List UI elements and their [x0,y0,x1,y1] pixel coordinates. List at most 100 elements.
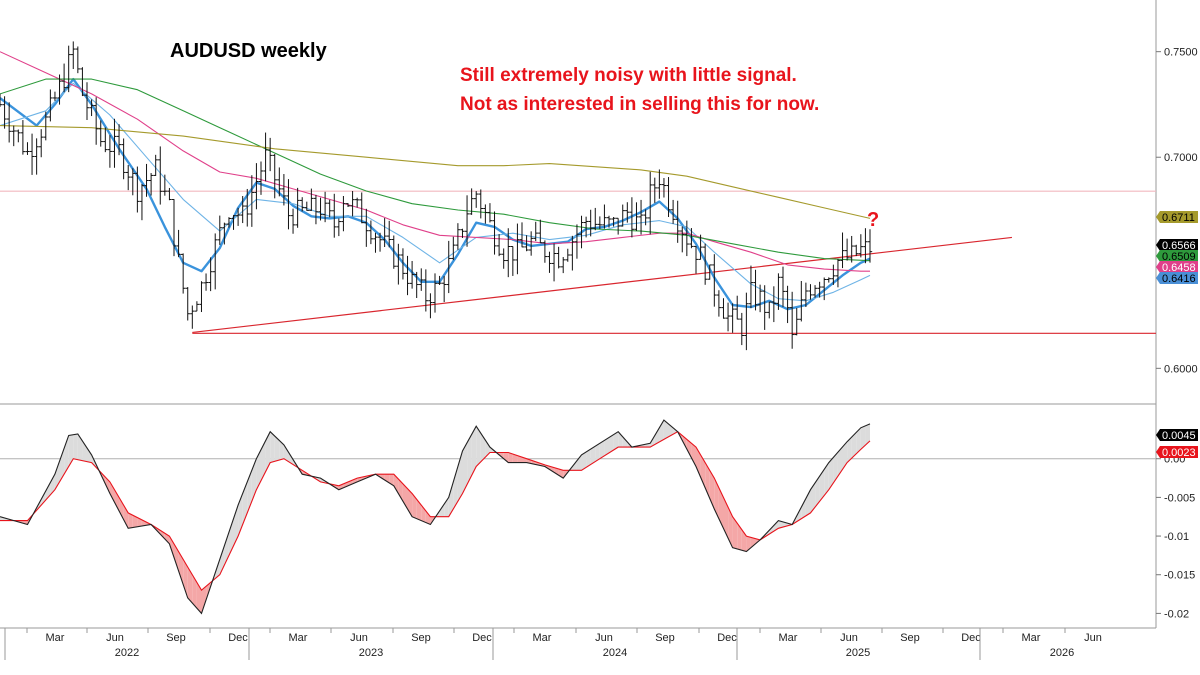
oscillator-fill-bull [622,436,628,448]
x-month-label: Mar [1022,632,1041,644]
price-bar [290,208,296,234]
price-bar [629,197,635,238]
price-bar [332,193,337,238]
price-bar [844,238,850,261]
price-bar [66,45,71,93]
price-bar [245,188,250,227]
oscillator-value-tag-label: 0.0045 [1162,430,1196,442]
price-bar [441,276,447,303]
oscillator-fill-bear [22,520,28,525]
oscillator-fill-bear [201,586,207,614]
oscillator-fill-bear [109,481,115,503]
price-bar [304,201,309,211]
oscillator-value-tag: 0.0023 [1156,446,1198,459]
price-bar [606,215,612,228]
price-bar [194,301,200,312]
price-bar [556,246,561,269]
oscillator-fill-bull [87,447,92,463]
oscillator-fill-bear [192,574,197,609]
price-bar [84,82,90,121]
x-month-label: Dec [717,632,737,644]
price-bar [29,133,35,175]
oscillator-fill-bull [283,444,289,462]
price-bar [579,215,584,249]
oscillator-fill-bear [416,499,422,521]
x-month-label: Jun [595,632,613,644]
oscillator-fill-bull [613,431,619,450]
price-bar [48,89,53,122]
oscillator-y-tick-label: -0.005 [1164,492,1195,504]
price-bar [693,245,699,274]
oscillator-fill-bear [160,530,165,539]
oscillator-fill-bull [476,426,481,467]
x-month-label: Mar [46,632,65,644]
price-bar [817,281,822,298]
price-bar [849,235,854,263]
price-y-tick-label: 0.7000 [1164,152,1198,164]
moving-averages [0,51,871,311]
oscillator-fill-bull [467,434,472,485]
x-year-label: 2023 [359,647,383,659]
oscillator-fill-bear [750,537,756,548]
price-y-tick-label: 0.6000 [1164,363,1198,375]
price-bar [322,191,328,223]
price-bar [808,284,813,300]
oscillator-fill-bear [503,452,509,463]
price-bar [354,197,360,208]
oscillator-fill-bull [256,449,261,490]
oscillator-fill-bull [444,497,449,517]
price-bar [327,199,332,218]
oscillator-fill-bull [824,462,829,496]
price-bar [716,290,722,317]
price-value-tag-box [1156,272,1198,284]
price-bar [387,220,392,248]
oscillator-fill-bear [714,478,719,519]
oscillator-fill-bull [279,440,284,460]
x-month-label: Sep [411,632,431,644]
price-bar [39,129,44,158]
moving-average-line-1 [0,77,871,311]
price-bar [318,197,323,221]
oscillator-fill-bear [384,474,390,483]
oscillator-fill-bull [860,425,866,450]
price-bar [538,219,543,244]
price-bar [116,124,122,156]
price-bar [666,177,671,218]
oscillator-fill-bull [59,448,65,482]
price-bar [748,265,754,309]
oscillator-fill-bull [842,441,848,470]
price-bar [474,191,479,208]
x-month-label: Jun [350,632,368,644]
price-bar [130,168,135,196]
price-bar [213,233,218,290]
oscillator-fill-bear [732,516,738,549]
price-bar [771,286,777,323]
oscillator-fill-bull [233,505,239,546]
oscillator-fill-bear [389,474,394,486]
price-bar [162,174,168,196]
price-bar [446,240,451,294]
oscillator-fill-bull [41,490,46,506]
price-bar [593,207,598,231]
price-bar [2,96,7,129]
price-bar [423,269,429,312]
oscillator-fill-bull [247,470,252,513]
oscillator-fill-bear [169,536,174,558]
oscillator-fill-bear [737,523,742,551]
price-bar [359,192,364,224]
price-bar [785,285,790,324]
x-year-label: 2024 [603,647,627,659]
price-bar [565,248,570,262]
price-bar [263,132,268,182]
oscillator-fill-bull [251,458,257,502]
price-bar [455,223,461,250]
oscillator-fill-bull [654,427,660,445]
price-bar [405,255,410,296]
oscillator-fill-bear [380,474,385,480]
oscillator-fill-bear [398,479,403,502]
oscillator-fill-bull [663,420,669,440]
price-bar [25,142,30,155]
moving-average-line-3 [0,51,870,272]
